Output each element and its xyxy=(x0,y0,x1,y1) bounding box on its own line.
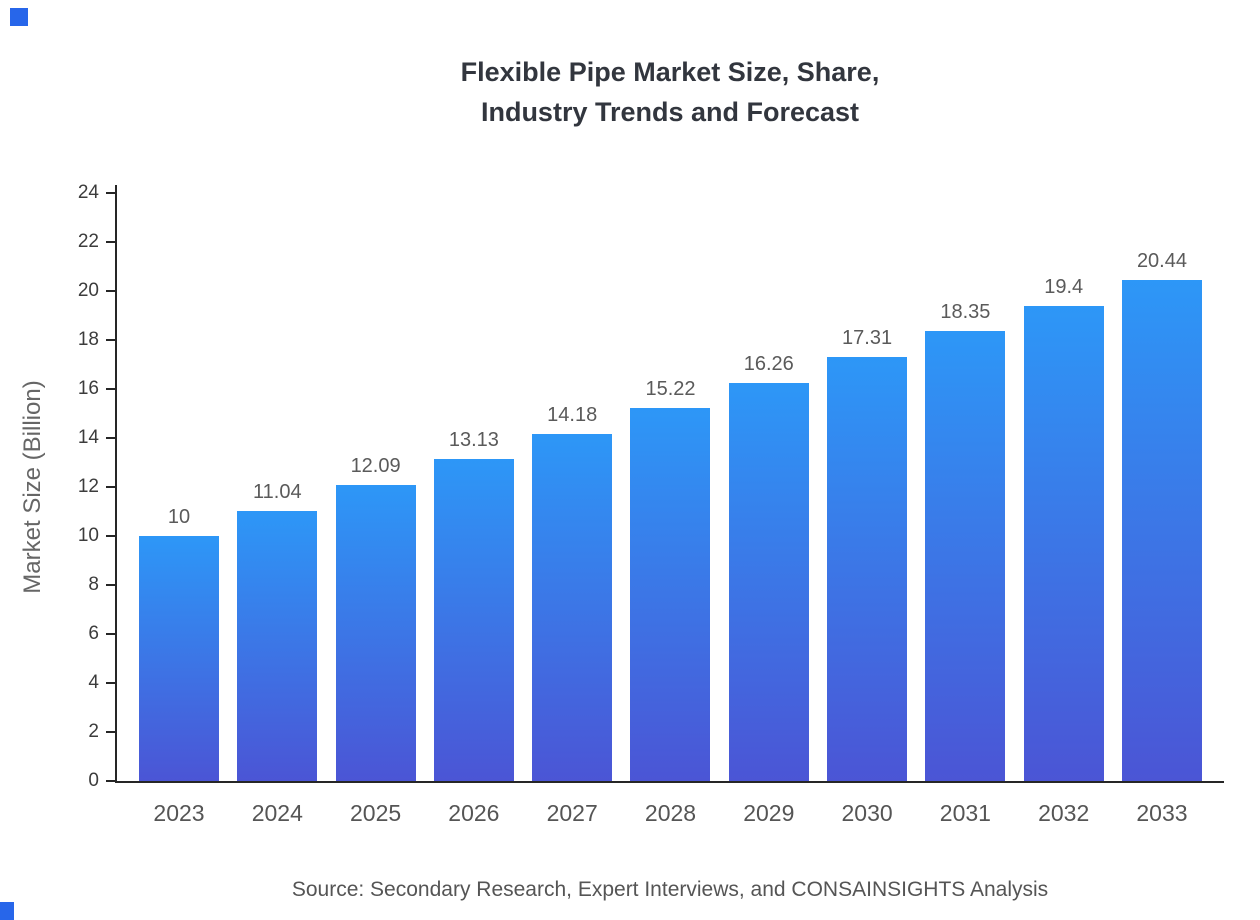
y-axis-tick xyxy=(106,437,115,439)
x-tick-label: 2023 xyxy=(153,800,205,826)
bar-2029 xyxy=(728,383,809,781)
bar-value-label: 12.09 xyxy=(350,455,401,477)
y-tick-label: 24 xyxy=(77,182,99,203)
y-axis-tick xyxy=(106,633,115,635)
bar-value-label: 15.22 xyxy=(645,378,696,400)
bar-2026 xyxy=(433,459,514,781)
corner-accent xyxy=(0,902,14,920)
x-tick-label: 2026 xyxy=(448,800,500,826)
y-tick-label: 18 xyxy=(77,329,99,350)
y-axis-tick xyxy=(106,241,115,243)
bar-group-2028: 15.22 2028 xyxy=(630,378,711,826)
y-tick-label: 20 xyxy=(77,280,99,301)
y-tick-label: 0 xyxy=(88,770,99,791)
bars-container: 10 2023 11.04 2024 12.09 2025 13.13 2026 14.18 20… xyxy=(117,193,1224,826)
y-axis-tick xyxy=(106,290,115,292)
x-tick-label: 2031 xyxy=(939,800,991,826)
x-tick-label: 2028 xyxy=(644,800,697,826)
bar-2030 xyxy=(827,357,908,781)
x-tick-label: 2024 xyxy=(251,800,303,826)
bar-2028 xyxy=(630,408,711,781)
bar-value-label: 19.4 xyxy=(1044,276,1084,298)
plot-area: 10 2023 11.04 2024 12.09 2025 13.13 2026 14.18 20… xyxy=(78,182,1224,826)
y-tick-label: 16 xyxy=(77,378,99,399)
bar-value-label: 20.44 xyxy=(1136,250,1187,272)
y-tick-label: 4 xyxy=(88,672,99,693)
y-tick-label: 8 xyxy=(88,574,99,595)
x-tick-label: 2027 xyxy=(546,800,598,826)
bar-group-2031: 18.35 2031 xyxy=(925,301,1006,826)
bar-2023 xyxy=(139,536,219,781)
bar-value-label: 14.18 xyxy=(547,404,598,426)
y-axis-tick xyxy=(106,192,115,194)
bar-group-2027: 14.18 2027 xyxy=(532,404,613,826)
x-tick-label: 2033 xyxy=(1136,800,1188,826)
y-tick-label: 12 xyxy=(77,476,99,497)
y-tick-label: 14 xyxy=(77,427,99,448)
x-tick-label: 2029 xyxy=(743,800,795,826)
y-axis-tick xyxy=(106,339,115,341)
chart-title: Flexible Pipe Market Size, Share, Indust… xyxy=(78,52,1260,132)
y-axis-label: Market Size (Billion) xyxy=(19,380,46,594)
y-tick-label: 6 xyxy=(88,623,99,644)
bar-group-2026: 13.13 2026 xyxy=(433,429,514,826)
y-axis-tick xyxy=(106,388,115,390)
x-tick-label: 2032 xyxy=(1038,800,1090,826)
bar-2025 xyxy=(335,485,416,781)
y-axis-tick xyxy=(106,535,115,537)
chart-title-line-1: Flexible Pipe Market Size, Share, xyxy=(460,57,880,87)
source-note: Source: Secondary Research, Expert Inter… xyxy=(291,878,1049,901)
y-tick-label: 22 xyxy=(77,231,99,252)
bar-2032 xyxy=(1023,306,1104,781)
y-tick-label: 10 xyxy=(77,525,99,546)
bar-value-label: 13.13 xyxy=(448,429,499,451)
bar-group-2033: 20.44 2033 xyxy=(1121,250,1202,826)
bar-group-2025: 12.09 2025 xyxy=(335,455,416,826)
bar-value-label: 18.35 xyxy=(940,301,991,323)
y-axis-tick xyxy=(106,682,115,684)
bar-group-2024: 11.04 2024 xyxy=(237,481,318,826)
bar-value-label: 11.04 xyxy=(253,481,302,503)
corner-accent xyxy=(10,8,28,26)
y-axis-tick xyxy=(106,486,115,488)
x-tick-label: 2025 xyxy=(350,800,402,826)
bar-value-label: 16.26 xyxy=(743,353,794,375)
bar-value-label: 10 xyxy=(167,506,191,528)
y-axis-tick xyxy=(106,584,115,586)
x-tick-label: 2030 xyxy=(841,800,893,826)
bar-value-label: 17.31 xyxy=(842,327,893,349)
bar-2024 xyxy=(237,511,318,781)
chart-title-line-2: Industry Trends and Forecast xyxy=(480,97,860,127)
bar-group-2029: 16.26 2029 xyxy=(728,353,809,826)
y-tick-label: 2 xyxy=(88,721,99,742)
y-axis-tick xyxy=(106,731,115,733)
bar-group-2023: 10 2023 xyxy=(139,506,219,826)
bar-2031 xyxy=(925,331,1006,781)
bar-2033 xyxy=(1121,280,1202,781)
bar-group-2030: 17.31 2030 xyxy=(827,327,908,826)
bar-group-2032: 19.4 2032 xyxy=(1023,276,1104,826)
y-axis-tick xyxy=(106,780,115,782)
bar-2027 xyxy=(532,434,613,781)
